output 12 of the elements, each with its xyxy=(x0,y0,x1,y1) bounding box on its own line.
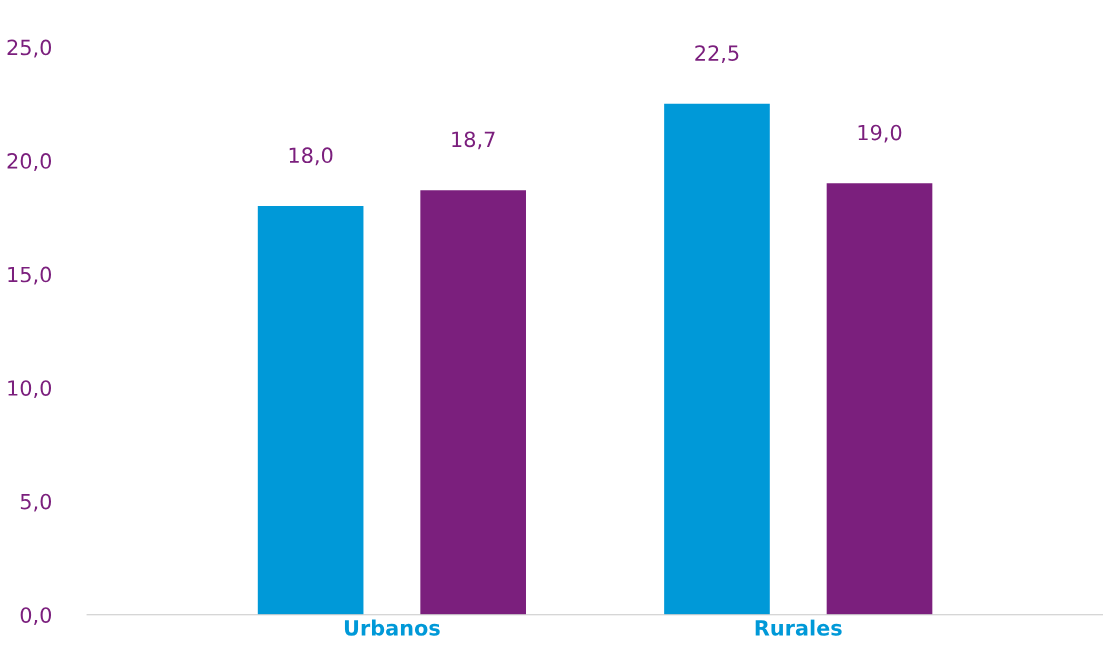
y-tick-label: 0,0 xyxy=(20,607,52,626)
data-label: 22,5 xyxy=(695,45,739,64)
y-tick-label: 15,0 xyxy=(8,266,52,285)
y-tick-label: 5,0 xyxy=(20,493,52,512)
data-label: 19,0 xyxy=(858,124,902,143)
x-tick-label: Urbanos xyxy=(344,619,440,636)
y-tick-label: 20,0 xyxy=(7,153,52,171)
y-tick-label: 10,0 xyxy=(8,380,52,399)
data-label: 18,7 xyxy=(452,131,495,150)
x-tick-label: Rurales xyxy=(755,619,842,636)
y-tick-label: 25,0 xyxy=(7,39,52,58)
data-label: 18,0 xyxy=(289,147,333,166)
